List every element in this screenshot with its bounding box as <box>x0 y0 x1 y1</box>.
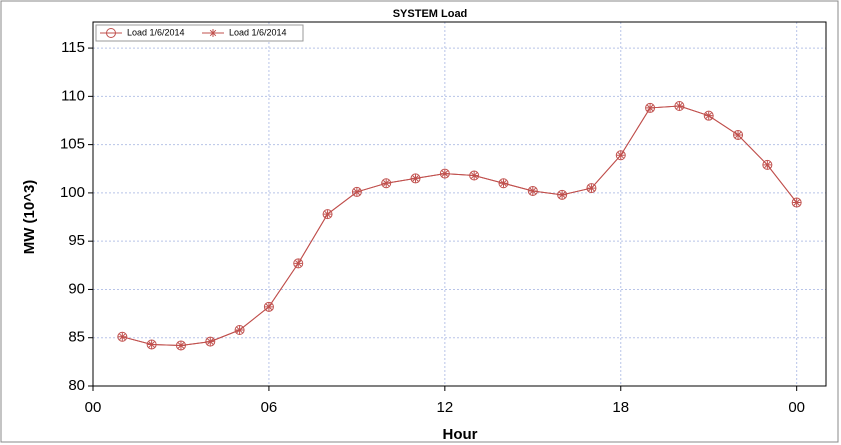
point <box>263 301 274 312</box>
point <box>703 110 714 121</box>
point <box>206 337 215 346</box>
plot-area <box>92 21 827 387</box>
point <box>323 210 332 219</box>
point <box>558 190 567 199</box>
legend-label: Load 1/6/2014 <box>229 27 287 37</box>
point <box>118 332 127 341</box>
point <box>616 151 625 160</box>
y-tick-label: 85 <box>68 329 85 346</box>
point <box>205 336 216 347</box>
y-tick-label: 110 <box>61 87 85 104</box>
y-tick-label: 105 <box>60 136 85 153</box>
point <box>411 174 420 183</box>
point <box>528 186 537 195</box>
y-tick-label: 95 <box>68 232 85 249</box>
y-tick-label: 90 <box>68 280 85 297</box>
point <box>762 159 773 170</box>
point <box>733 129 744 140</box>
point <box>792 198 801 207</box>
legend-label: Load 1/6/2014 <box>127 27 185 37</box>
x-axis-label: Hour <box>443 426 478 443</box>
point <box>234 325 245 335</box>
x-tick-label: 18 <box>612 399 629 416</box>
point <box>791 197 802 208</box>
point <box>410 173 421 184</box>
point <box>499 179 508 188</box>
legend-marker <box>209 29 217 37</box>
series-line <box>122 105 798 346</box>
point <box>498 178 509 189</box>
point <box>527 185 538 196</box>
legend <box>95 24 304 42</box>
point <box>352 187 361 196</box>
point <box>586 183 597 194</box>
point <box>264 302 273 311</box>
point <box>440 169 449 178</box>
point <box>117 331 128 342</box>
point <box>176 341 185 350</box>
x-tick-label: 00 <box>85 399 102 416</box>
x-tick-label: 06 <box>261 399 278 416</box>
legend-marker <box>106 28 116 38</box>
y-axis-label: MW (10^3) <box>21 180 38 255</box>
y-tick-label: 100 <box>60 184 85 201</box>
point <box>381 178 392 189</box>
point <box>470 171 479 180</box>
x-tick-label: 00 <box>788 399 805 416</box>
point <box>646 103 655 112</box>
point <box>322 209 333 220</box>
point <box>351 186 362 197</box>
point <box>675 102 684 110</box>
point <box>587 184 596 193</box>
point <box>293 258 304 269</box>
chart-title: SYSTEM Load <box>393 8 468 20</box>
point <box>147 340 156 349</box>
point <box>615 150 626 161</box>
x-tick-label: 12 <box>436 399 453 416</box>
y-tick-label: 80 <box>68 377 85 394</box>
point <box>704 111 713 120</box>
point <box>734 130 743 139</box>
point <box>294 259 303 268</box>
point <box>557 189 568 200</box>
y-tick-label: 115 <box>61 39 85 56</box>
point <box>382 179 391 188</box>
point <box>235 326 244 334</box>
point <box>763 160 772 169</box>
